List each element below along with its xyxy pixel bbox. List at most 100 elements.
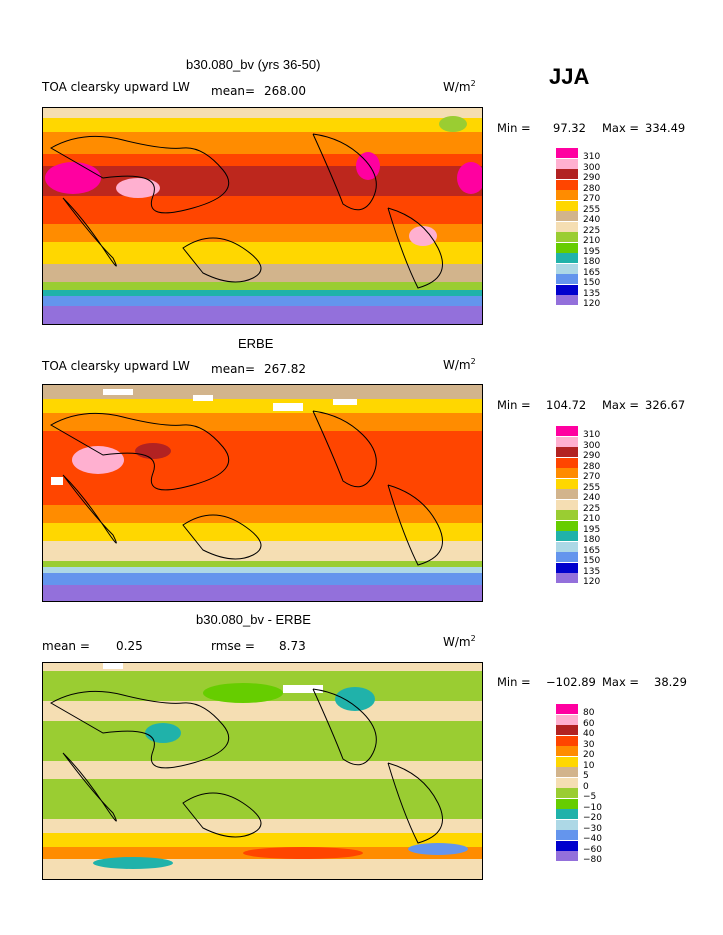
legend-swatch [556,478,578,489]
legend-swatch [556,169,578,179]
legend-tick-label: 195 [583,524,601,535]
legend-swatch [556,798,578,809]
legend-tick-label: 255 [583,482,601,493]
legend-tick-label: 255 [583,204,601,215]
panel3-min-value: −102.89 [546,675,596,689]
panel1-mean-label: mean= [211,84,256,98]
legend-swatch [556,840,578,851]
legend-swatch [556,211,578,221]
panel2-min-label: Min = [497,398,531,412]
legend-tick-label: 30 [583,739,595,750]
legend-tick-label: 135 [583,288,601,299]
legend-tick-label: 280 [583,183,601,194]
legend-tick-label: 135 [583,566,601,577]
legend-tick-label: 195 [583,246,601,257]
legend-tick-label: 270 [583,472,601,482]
legend-tick-label: 165 [583,545,601,556]
legend-swatch [556,767,578,777]
legend-swatch [556,489,578,499]
panel3-map [42,662,483,880]
legend-tick-label: 240 [583,215,601,225]
panel3-units: W/m2 [443,634,476,649]
legend-swatch [556,531,578,541]
panel1-max-label: Max = [602,121,640,135]
legend-swatch [556,447,578,457]
legend-swatch [556,158,578,169]
legend-swatch [556,777,578,788]
legend-tick-label: 20 [583,750,595,760]
legend-swatch [556,232,578,242]
legend-tick-label: −80 [583,855,602,865]
legend-swatch [556,830,578,840]
legend-swatch [556,436,578,447]
legend-tick-label: −10 [583,802,602,813]
legend-tick-label: 270 [583,194,601,204]
legend-swatch [556,714,578,725]
panel2-mean-value: 267.82 [264,362,306,376]
panel3-mean-label: mean = [42,639,90,653]
legend-swatch [556,148,578,158]
panel2-variable: TOA clearsky upward LW [42,359,190,373]
legend-tick-label: 210 [583,236,601,246]
legend-swatch [556,756,578,767]
legend-tick-label: 5 [583,771,589,781]
legend-tick-label: −60 [583,844,602,855]
panel3-field [43,663,482,879]
legend-tick-label: 150 [583,556,601,566]
legend-swatch [556,200,578,211]
season-label: JJA [549,64,590,89]
legend-swatch [556,426,578,436]
panel1-variable: TOA clearsky upward LW [42,80,190,94]
legend-tick-label: 300 [583,162,601,173]
legend-tick-label: 225 [583,503,601,514]
legend-swatch [556,242,578,253]
panel3-rmse-value: 8.73 [279,639,306,653]
legend-tick-label: −40 [583,834,602,844]
legend-tick-label: −30 [583,823,602,834]
legend-swatch [556,704,578,714]
panel2-units: W/m2 [443,357,476,372]
panel1-units: W/m2 [443,79,476,94]
panel2-min-value: 104.72 [546,398,587,412]
panel3-max-value: 38.29 [654,675,687,689]
legend-tick-label: 10 [583,760,595,771]
legend-swatch [556,573,578,583]
legend-swatch [556,562,578,573]
panel2-max-label: Max = [602,398,640,412]
legend-swatch [556,253,578,263]
legend-tick-label: 165 [583,267,601,278]
panel2-legend: 310 300 290 280 270 255 240 225 210 195 180 165 150 1… [556,426,616,596]
panel1-field [43,108,482,324]
legend-swatch [556,263,578,274]
legend-tick-label: 240 [583,493,601,503]
legend-swatch [556,520,578,531]
legend-tick-label: 180 [583,535,601,545]
legend-swatch [556,221,578,232]
legend-swatch [556,468,578,478]
panel2-mean-label: mean= [211,362,256,376]
panel2-title: ERBE [238,336,274,351]
legend-tick-label: −5 [583,792,597,802]
legend-swatch [556,552,578,562]
legend-tick-label: 180 [583,257,601,267]
panel3-max-label: Max = [602,675,640,689]
legend-tick-label: 225 [583,225,601,236]
legend-tick-label: 290 [583,451,601,461]
legend-swatch [556,499,578,510]
legend-swatch [556,541,578,552]
legend-tick-label: 280 [583,461,601,472]
legend-swatch [556,179,578,190]
legend-tick-label: −20 [583,813,602,823]
panel2-field [43,385,482,601]
panel1-min-value: 97.32 [553,121,586,135]
legend-tick-label: 300 [583,440,601,451]
panel3-mean-value: 0.25 [116,639,143,653]
legend-swatch [556,295,578,305]
legend-swatch [556,284,578,295]
panel3-legend: 80 60 40 30 20 10 5 0 −5 −10 −20 −30 −40 −60 −80 [556,704,616,874]
legend-swatch [556,510,578,520]
legend-tick-label: 80 [583,708,595,718]
panel1-title: b30.080_bv (yrs 36-50) [186,57,321,72]
panel3-min-label: Min = [497,675,531,689]
panel1-legend: 310 300 290 280 270 255 240 225 210 195 180 165 150 1… [556,148,616,318]
